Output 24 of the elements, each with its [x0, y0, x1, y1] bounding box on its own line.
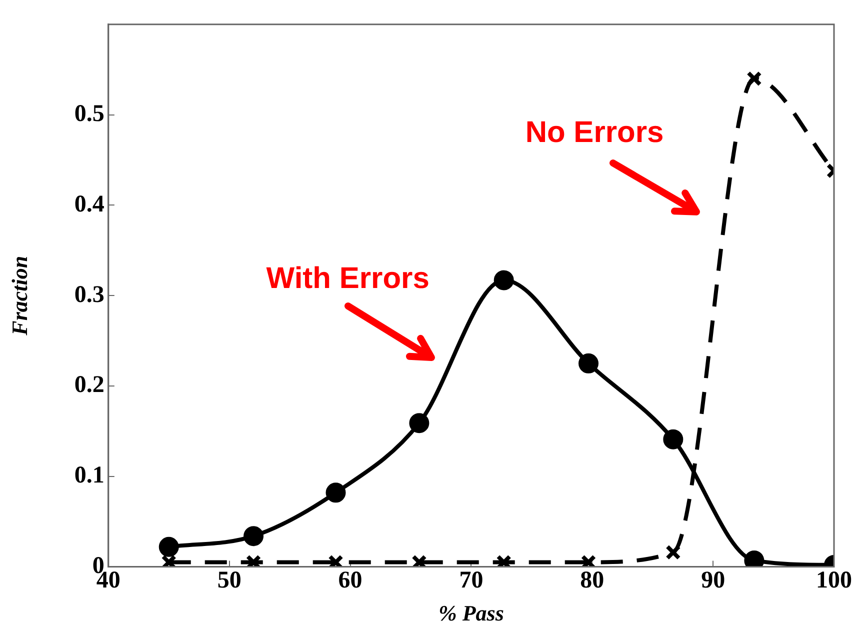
point — [409, 413, 430, 434]
series-label: With Errors — [266, 262, 430, 296]
point — [578, 353, 599, 374]
y-tick-label: 0.1 — [74, 462, 104, 489]
x-tick-label: 50 — [217, 567, 242, 594]
x-axis-title: % Pass — [438, 600, 504, 626]
y-tick-label: 0.3 — [74, 282, 104, 308]
point — [494, 270, 514, 290]
y-tick-label: 0.4 — [74, 191, 104, 218]
x-tick-label: 70 — [459, 567, 484, 594]
x-tick-label: 80 — [580, 567, 604, 594]
point — [158, 536, 179, 557]
x-tick-label: 100 — [816, 567, 852, 594]
point — [663, 429, 684, 450]
x-tick-label: 60 — [338, 567, 362, 594]
y-axis-title: Fraction — [6, 256, 32, 336]
point — [326, 482, 346, 503]
y-tick-label: 0.5 — [74, 101, 104, 128]
point — [746, 70, 762, 86]
y-tick-label: 0.2 — [74, 372, 104, 398]
point — [666, 544, 681, 560]
point — [244, 526, 264, 546]
text: No Errors — [525, 116, 664, 150]
x-tick-label: 90 — [701, 567, 726, 594]
